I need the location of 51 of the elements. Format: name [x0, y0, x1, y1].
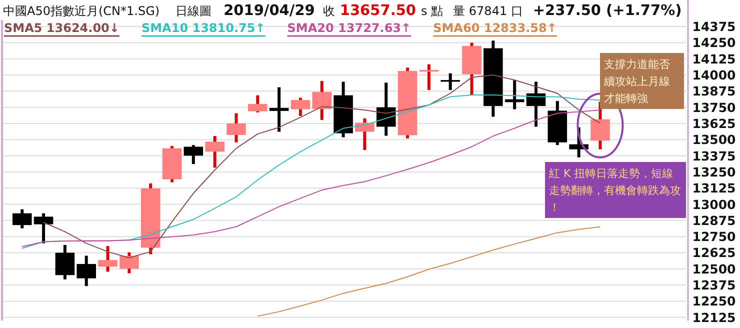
text: 13657.50 — [340, 3, 416, 19]
y-tick-label: 12250 — [692, 294, 736, 309]
text: SMA5 13624.00↓ — [4, 21, 120, 35]
annotation: 紅 K 扭轉日落走勢，短線走勢翻轉，有機會轉跌為攻！ — [549, 167, 681, 214]
text: SMA60 12833.58↑ — [433, 21, 557, 35]
y-tick-label: 12375 — [692, 278, 736, 293]
y-tick-label: 14000 — [692, 68, 736, 82]
candlestick — [226, 113, 246, 142]
line-series — [257, 226, 601, 317]
candlestick — [526, 82, 546, 127]
y-tick-label: 12875 — [692, 212, 736, 228]
candlestick — [98, 246, 118, 272]
y-tick-label: 13625 — [692, 116, 736, 131]
text: 量 67841 口 — [453, 4, 523, 18]
candlestick — [205, 136, 224, 168]
chart-subtitle: 日線圖 — [176, 4, 212, 18]
y-tick-label: 13375 — [692, 148, 736, 164]
text: SMA20 13727.63↑ — [287, 21, 412, 35]
candlestick — [184, 145, 204, 164]
y-tick-label: 13125 — [692, 180, 736, 196]
y-tick-label: 13250 — [692, 164, 736, 180]
candlestick — [312, 80, 332, 120]
text: s 點 — [421, 4, 444, 18]
y-tick-label: 14125 — [692, 51, 736, 66]
annotation: 支撐力道能否續攻站上月線才能轉強 — [603, 58, 670, 105]
candlestick — [269, 87, 289, 132]
candlestick — [55, 244, 75, 280]
y-tick-label: 12125 — [692, 310, 736, 325]
y-tick-label: 13875 — [692, 84, 736, 99]
text: SMA10 13810.75↑ — [141, 21, 266, 35]
y-tick-label: 12750 — [692, 229, 736, 244]
y-tick-label: 13500 — [692, 132, 736, 148]
candlestick — [290, 98, 310, 116]
candlestick — [76, 256, 96, 286]
y-tick-label: 13000 — [692, 196, 736, 212]
candlestick — [355, 118, 374, 150]
y-tick-label: 14375 — [692, 19, 736, 34]
y-tick-label: 14250 — [692, 35, 736, 50]
candlestick — [120, 252, 139, 274]
candlestick — [590, 102, 610, 150]
candlestick — [248, 95, 268, 112]
chart-title: 中國A50指數近月(CN*1.SG) — [3, 4, 160, 18]
text: +237.50 (+1.77%) — [532, 3, 682, 19]
text: 收 — [322, 4, 335, 18]
candlestick — [34, 213, 54, 244]
candlestick — [440, 73, 460, 90]
candlestick — [12, 209, 32, 228]
y-tick-label: 12500 — [692, 261, 736, 276]
y-tick-label: 13750 — [692, 100, 736, 115]
y-tick-label: 12625 — [692, 245, 736, 260]
text: 2019/04/29 — [224, 3, 315, 19]
